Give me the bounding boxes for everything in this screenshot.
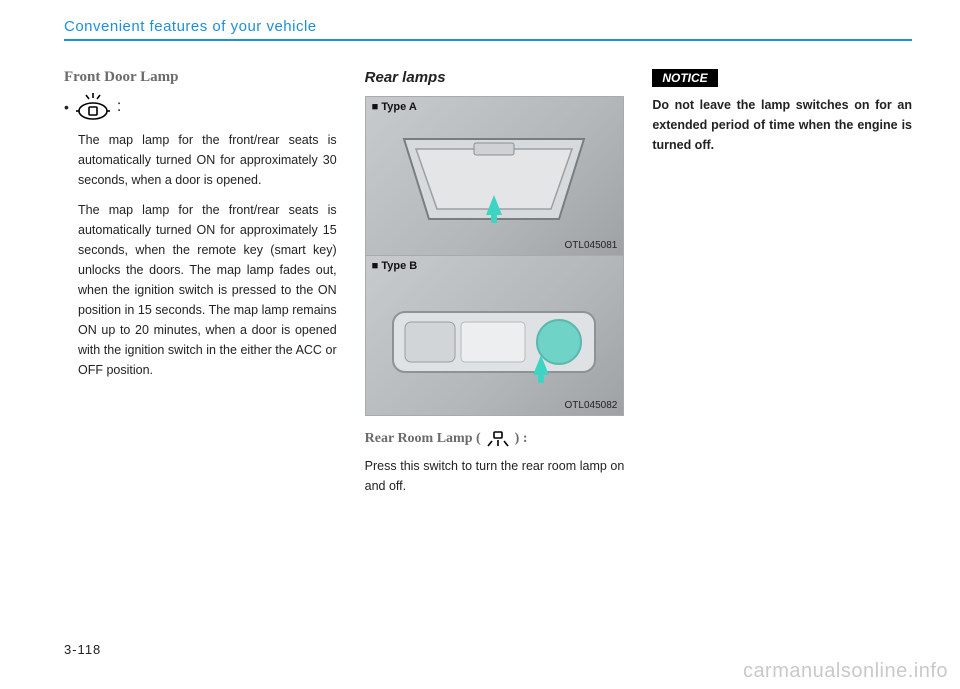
notice-badge: NOTICE bbox=[652, 69, 717, 87]
notice-text: Do not leave the lamp switches on for an… bbox=[652, 95, 912, 155]
rear-room-lamp-text: Press this switch to turn the rear room … bbox=[365, 456, 625, 496]
column-middle: Rear lamps ■ Type A OTL045081 ■ Type B bbox=[365, 69, 625, 506]
type-b-code: OTL045082 bbox=[565, 400, 618, 411]
type-b-label: ■ Type B bbox=[372, 260, 418, 272]
type-a-code: OTL045081 bbox=[565, 240, 618, 251]
bullet-colon: : bbox=[117, 98, 121, 116]
rear-room-label-pre: Rear Room Lamp ( bbox=[365, 431, 481, 447]
rear-lamp-type-a-image: ■ Type A OTL045081 bbox=[365, 96, 625, 256]
header-rule bbox=[64, 39, 912, 41]
car-top-lamp-icon bbox=[75, 92, 111, 122]
door-lamp-icon-row: • : bbox=[64, 92, 337, 122]
arrow-up-icon bbox=[533, 355, 549, 375]
section-header: Convenient features of your vehicle bbox=[64, 18, 912, 35]
rear-room-label-post: ) : bbox=[515, 431, 528, 447]
type-a-label: ■ Type A bbox=[372, 101, 417, 113]
bullet-dot: • bbox=[64, 100, 69, 114]
front-door-para2: The map lamp for the front/rear seats is… bbox=[64, 200, 337, 380]
front-door-lamp-heading: Front Door Lamp bbox=[64, 69, 337, 86]
lamp-type-b-drawing bbox=[389, 302, 599, 382]
page-number: 3-118 bbox=[64, 642, 101, 657]
watermark: carmanualsonline.info bbox=[743, 660, 948, 683]
front-door-para1: The map lamp for the front/rear seats is… bbox=[64, 130, 337, 190]
rear-lamps-heading: Rear lamps bbox=[365, 69, 625, 86]
rear-lamp-type-b-image: ■ Type B OTL045082 bbox=[365, 256, 625, 416]
column-right: NOTICE Do not leave the lamp switches on… bbox=[652, 69, 912, 506]
room-lamp-icon bbox=[485, 430, 511, 448]
arrow-up-icon bbox=[486, 195, 502, 215]
rear-room-lamp-heading: Rear Room Lamp ( ) : bbox=[365, 430, 625, 448]
column-left: Front Door Lamp • : The map lam bbox=[64, 69, 337, 506]
